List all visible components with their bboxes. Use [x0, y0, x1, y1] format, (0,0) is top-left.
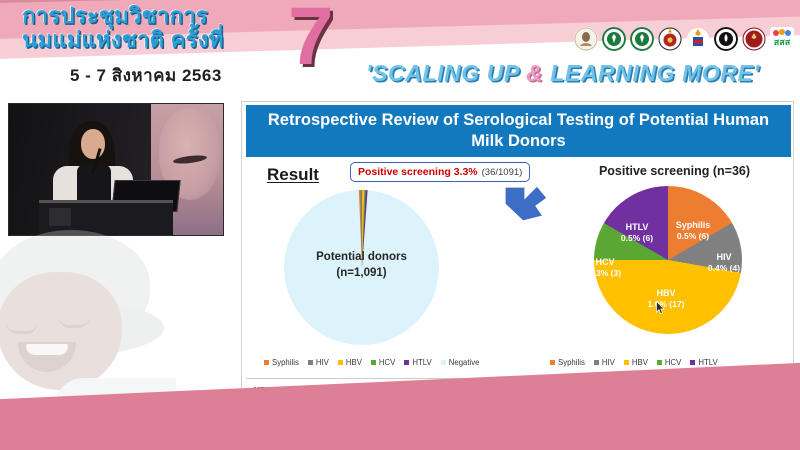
legend-item-negative[interactable]: Negative — [440, 358, 480, 367]
presenter-video-feed[interactable] — [8, 103, 224, 236]
legend-potential-donors: Syphilis HIV HBV HCV HTLV Negative — [264, 358, 480, 367]
legend-right-item-syphilis[interactable]: Syphilis — [550, 358, 585, 367]
legend-item-hcv[interactable]: HCV — [370, 358, 395, 367]
pie-label-htlv: HTLV 0.5% (6) — [612, 222, 662, 244]
watermark-hat-brim — [0, 300, 164, 356]
callout-sub-text: (36/1091) — [481, 166, 523, 178]
conference-thai-title-line1: การประชุมวิชาการ — [22, 3, 208, 28]
callout-main-text: Positive screening 3.3% — [358, 166, 478, 178]
logo-thai-breastfeeding-foundation-icon — [574, 27, 598, 51]
pie-label-hbv: HBV 1.6% (17) — [638, 288, 694, 310]
presentation-slide[interactable]: Retrospective Review of Serological Test… — [241, 101, 794, 406]
sponsor-logo-row: สสส — [574, 27, 794, 51]
pie-label-syphilis-name: Syphilis — [675, 220, 711, 230]
legend-right-item-htlv[interactable]: HTLV — [690, 358, 718, 367]
result-heading: Result — [267, 165, 319, 184]
legend-item-hbv[interactable]: HBV — [337, 358, 362, 367]
tagline-suffix: LEARNING MORE' — [543, 60, 760, 86]
conference-thai-title: การประชุมวิชาการ นมแม่แห่งชาติ ครั้งที่ — [22, 4, 292, 51]
pie-label-syphilis: Syphilis 0.5% (6) — [666, 220, 720, 242]
potential-donors-center-label: Potential donors (n=1,091) — [284, 250, 439, 281]
pie-label-syphilis-value: 0.5% (6) — [676, 231, 710, 242]
watermark-teeth — [26, 344, 68, 355]
legend-right-item-hcv[interactable]: HCV — [656, 358, 681, 367]
legend-right-item-hiv[interactable]: HIV — [593, 358, 615, 367]
mouse-cursor-icon — [656, 301, 666, 315]
conference-date: 5 - 7 สิงหาคม 2563 — [70, 66, 222, 85]
potential-donors-n: (n=1,091) — [336, 266, 387, 279]
logo-red-crest-seal-icon — [742, 27, 766, 51]
conference-thai-title-line2: นมแม่แห่งชาติ ครั้งที่ — [22, 27, 224, 53]
watermark-eye-left — [6, 322, 38, 334]
logo-royal-emblem-red-icon — [658, 27, 682, 51]
pie-label-hcv: HCV 0.3% (3) — [582, 257, 628, 279]
pie-label-hbv-name: HBV — [656, 288, 676, 298]
pie-label-hiv-value: 0.4% (4) — [707, 263, 741, 274]
tagline-prefix: 'SCALING UP — [366, 60, 527, 86]
conference-banner: การประชุมวิชาการ นมแม่แห่งชาติ ครั้งที่ … — [0, 0, 800, 95]
pie-label-hiv: HIV 0.4% (4) — [700, 252, 748, 274]
pie-label-hcv-value: 0.3% (3) — [588, 268, 622, 279]
slide-title: Retrospective Review of Serological Test… — [246, 105, 791, 157]
watermark-eye-right — [58, 316, 90, 328]
blue-arrow-icon — [504, 185, 548, 222]
chart-positive-screening-pie[interactable] — [594, 186, 742, 334]
pie-label-hiv-name: HIV — [716, 252, 732, 262]
podium — [39, 200, 173, 235]
pie-label-hbv-value: 1.6% (17) — [648, 299, 685, 310]
presenter-face — [81, 129, 105, 159]
conference-edition-number: 7 — [288, 0, 334, 82]
conference-tagline: 'SCALING UP & LEARNING MORE' — [366, 60, 760, 87]
watermark-smile — [18, 342, 76, 372]
chart-potential-donors-pie[interactable] — [284, 189, 439, 345]
legend-right-item-hbv[interactable]: HBV — [623, 358, 648, 367]
logo-ministry-of-public-health-2-icon — [630, 27, 654, 51]
legend-positive-screening: Syphilis HIV HBV HCV HTLV — [550, 358, 718, 367]
tagline-ampersand: & — [526, 60, 544, 86]
logo-royal-crest-gold-icon — [686, 27, 710, 51]
podium-plate — [49, 208, 71, 226]
watermark-face — [0, 272, 122, 390]
pie-label-hcv-name: HCV — [595, 257, 615, 267]
logo-black-circular-seal-icon — [714, 27, 738, 51]
logo-ministry-of-public-health-1-icon — [602, 27, 626, 51]
pie-label-htlv-value: 0.5% (6) — [620, 233, 654, 244]
positive-screening-callout: Positive screening 3.3% (36/1091) — [350, 162, 531, 182]
legend-item-syphilis[interactable]: Syphilis — [264, 358, 299, 367]
positive-screening-chart-title: Positive screening (n=36) — [598, 164, 751, 178]
pie-label-htlv-name: HTLV — [625, 222, 649, 232]
baby-watermark-image — [0, 228, 176, 416]
watermark-hat — [0, 230, 150, 338]
svg-text:สสส: สสส — [774, 38, 791, 48]
legend-item-hiv[interactable]: HIV — [307, 358, 329, 367]
legend-item-htlv[interactable]: HTLV — [404, 358, 432, 367]
logo-thaihealth-sss-icon: สสส — [770, 27, 794, 51]
potential-donors-title: Potential donors — [316, 251, 407, 263]
